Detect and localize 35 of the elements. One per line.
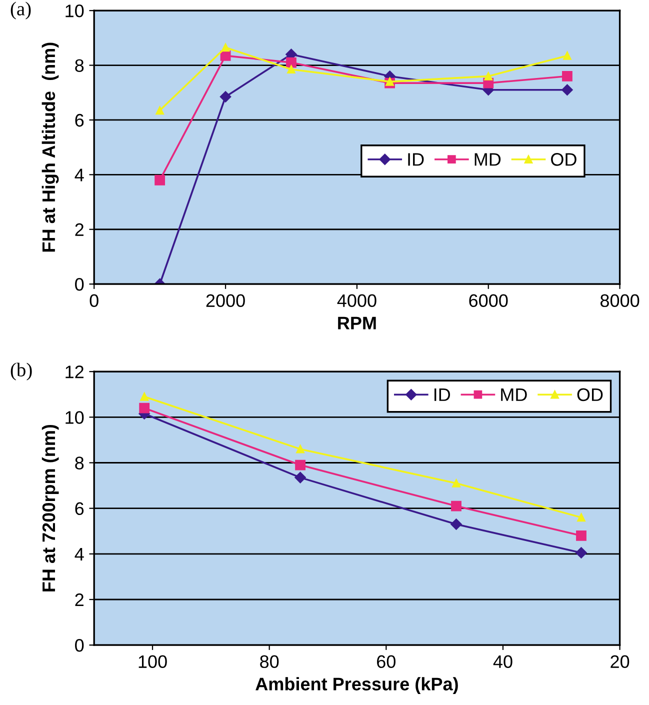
- text: (b): [10, 362, 32, 380]
- x-axis-title: RPM: [338, 316, 376, 330]
- x-tick-label: 0: [90, 294, 98, 308]
- y-tick-label: 8: [75, 456, 84, 470]
- x-tick-label: 20: [610, 655, 630, 668]
- x-tick-label: 4000: [337, 294, 376, 308]
- legend-label: OD: [577, 388, 603, 402]
- legend-label: ID: [434, 388, 450, 401]
- x-tick-label: 6000: [469, 294, 508, 308]
- text: (a): [10, 2, 31, 20]
- y-tick-label: 0: [75, 639, 84, 652]
- x-tick-label: 60: [377, 655, 396, 668]
- x-axis-title: Ambient Pressure (kPa): [256, 677, 458, 694]
- y-axis-title: FH at High Altitude (nm): [42, 42, 59, 252]
- legend-label: ID: [408, 153, 424, 166]
- y-tick-label: 4: [74, 548, 84, 560]
- y-tick-label: 12: [66, 366, 84, 378]
- y-tick-label: 0: [75, 278, 84, 291]
- y-axis-title: FH at 7200rpm (nm): [42, 424, 59, 592]
- y-tick-label: 6: [75, 114, 84, 127]
- y-tick-label: 10: [66, 4, 84, 18]
- x-tick-label: 40: [493, 655, 512, 668]
- y-tick-label: 8: [75, 59, 84, 72]
- x-tick-label: 8000: [600, 294, 640, 308]
- x-tick-label: 100: [138, 655, 167, 668]
- y-tick-label: 2: [75, 593, 84, 606]
- y-tick-label: 2: [75, 223, 84, 236]
- x-tick-label: 80: [260, 655, 279, 668]
- legend-label: MD: [474, 153, 501, 166]
- y-tick-label: 4: [74, 168, 84, 182]
- y-tick-label: 10: [66, 411, 84, 424]
- legend-label: OD: [551, 153, 576, 166]
- legend-label: MD: [501, 388, 527, 401]
- y-tick-label: 6: [75, 502, 84, 516]
- x-tick-label: 2000: [206, 294, 245, 308]
